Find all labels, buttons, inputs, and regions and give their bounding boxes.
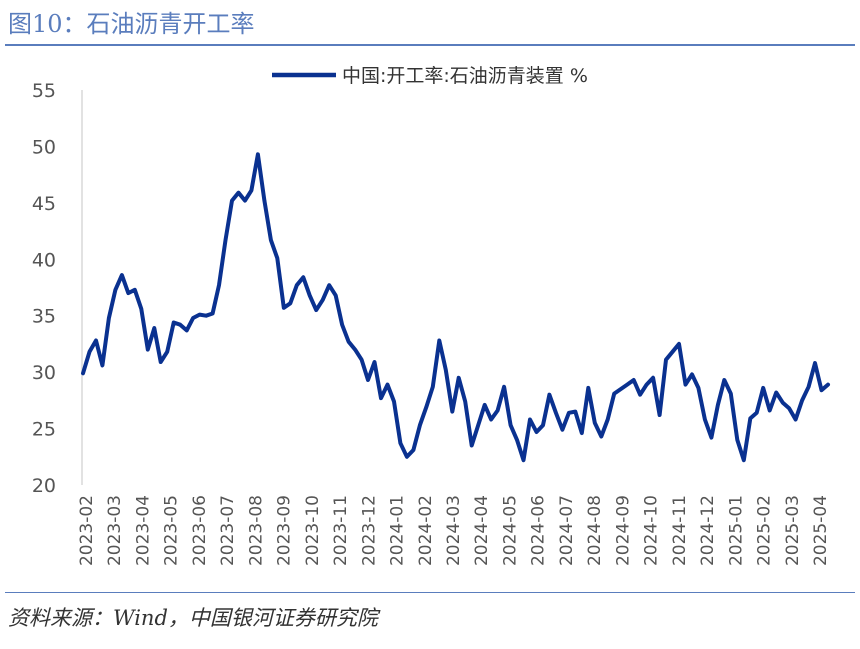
x-tick-label: 2023-10 xyxy=(303,495,323,566)
y-tick-label: 30 xyxy=(32,362,56,384)
series-line xyxy=(81,152,830,463)
x-tick-label: 2025-02 xyxy=(755,495,775,566)
figure-title: 图10：石油沥青开工率 xyxy=(8,10,255,38)
y-tick-label: 25 xyxy=(32,419,56,441)
x-tick-label: 2024-10 xyxy=(642,495,662,566)
source-note: 资料来源：Wind，中国银河证券研究院 xyxy=(8,606,378,630)
x-tick-label: 2023-05 xyxy=(162,495,182,566)
legend-label: 中国:开工率:石油沥青装置 % xyxy=(342,65,588,87)
x-tick-label: 2023-11 xyxy=(331,495,351,566)
x-tick-label: 2024-09 xyxy=(613,495,633,566)
y-tick-label: 45 xyxy=(32,193,56,215)
x-tick-label: 2024-06 xyxy=(529,495,549,566)
x-tick-label: 2023-07 xyxy=(218,495,238,566)
x-tick-label: 2023-08 xyxy=(246,495,266,566)
x-tick-label: 2023-09 xyxy=(275,495,295,566)
y-tick-label: 40 xyxy=(32,249,56,271)
y-tick-label: 50 xyxy=(32,136,56,158)
x-tick-label: 2024-11 xyxy=(670,495,690,566)
x-tick-label: 2024-12 xyxy=(698,495,718,566)
x-tick-label: 2024-05 xyxy=(500,495,520,566)
x-tick-label: 2023-03 xyxy=(105,495,125,566)
x-tick-label: 2023-04 xyxy=(133,495,153,566)
source-divider xyxy=(5,592,855,593)
x-tick-label: 2023-02 xyxy=(77,495,97,566)
x-tick-label: 2025-01 xyxy=(726,495,746,566)
x-tick-label: 2025-04 xyxy=(811,495,831,566)
x-tick-label: 2024-03 xyxy=(444,495,464,566)
x-tick-label: 2023-12 xyxy=(359,495,379,566)
x-tick-label: 2024-08 xyxy=(585,495,605,566)
y-tick-label: 20 xyxy=(32,475,56,497)
x-tick-label: 2023-06 xyxy=(190,495,210,566)
x-tick-label: 2024-04 xyxy=(472,495,492,566)
x-tick-label: 2024-07 xyxy=(557,495,577,566)
y-tick-label: 55 xyxy=(32,80,56,102)
title-divider xyxy=(5,44,855,46)
y-tick-label: 35 xyxy=(32,306,56,328)
x-tick-label: 2024-01 xyxy=(388,495,408,566)
x-tick-label: 2025-03 xyxy=(783,495,803,566)
x-tick-label: 2024-02 xyxy=(416,495,436,566)
